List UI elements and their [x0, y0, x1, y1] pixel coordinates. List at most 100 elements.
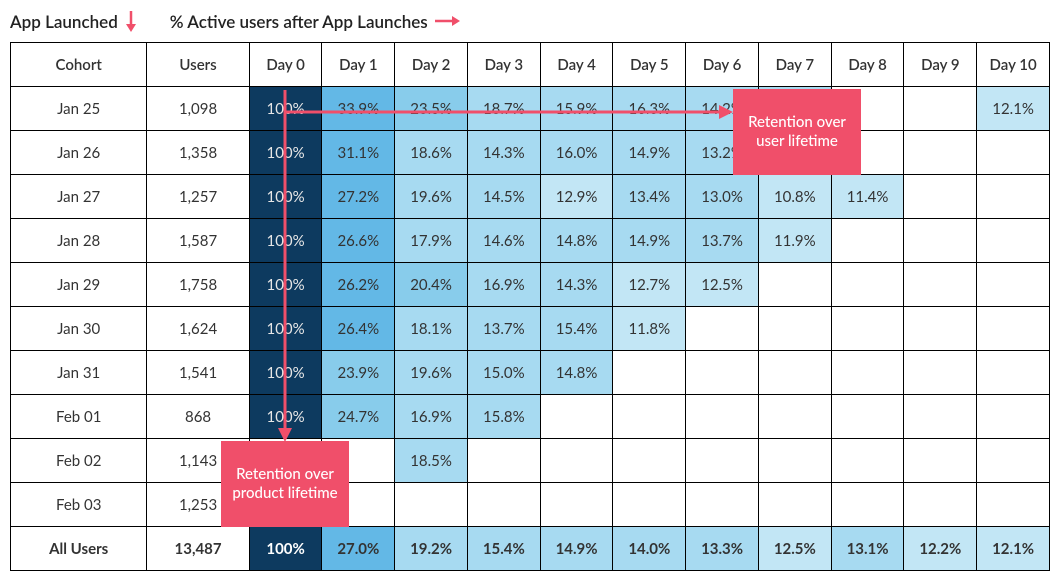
totals-day-cell: 27.0%	[322, 527, 395, 571]
day-cell: 13.7%	[686, 219, 759, 263]
callout-user-lifetime-text: Retention over user lifetime	[739, 113, 855, 151]
day-cell: 31.1%	[322, 131, 395, 175]
totals-day-cell: 14.0%	[613, 527, 686, 571]
day-cell	[904, 131, 977, 175]
col-day: Day 8	[831, 43, 904, 87]
day-cell	[977, 263, 1050, 307]
table-row: Feb 01868100%24.7%16.9%15.8%	[11, 395, 1050, 439]
table-row: Jan 311,541100%23.9%19.6%15.0%14.8%	[11, 351, 1050, 395]
day-cell: 20.4%	[395, 263, 468, 307]
users-cell: 1,758	[147, 263, 249, 307]
day-cell: 26.2%	[322, 263, 395, 307]
header-label-left: App Launched	[10, 11, 118, 32]
callout-user-lifetime: Retention over user lifetime	[733, 89, 861, 175]
day-cell	[395, 483, 468, 527]
day-cell: 15.9%	[540, 87, 613, 131]
table-row: Jan 251,098100%33.9%23.5%18.7%15.9%16.3%…	[11, 87, 1050, 131]
header-annotation: App Launched % Active users after App La…	[10, 10, 1050, 32]
totals-users: 13,487	[147, 527, 249, 571]
day-cell: 14.5%	[467, 175, 540, 219]
day-cell: 100%	[249, 307, 322, 351]
day-cell	[977, 175, 1050, 219]
table-row: Jan 261,358100%31.1%18.6%14.3%16.0%14.9%…	[11, 131, 1050, 175]
day-cell: 14.3%	[467, 131, 540, 175]
day-cell: 15.0%	[467, 351, 540, 395]
day-cell	[758, 307, 831, 351]
day-cell: 33.9%	[322, 87, 395, 131]
day-cell: 17.9%	[395, 219, 468, 263]
users-cell: 1,257	[147, 175, 249, 219]
day-cell	[540, 395, 613, 439]
totals-label: All Users	[11, 527, 147, 571]
day-cell: 100%	[249, 219, 322, 263]
col-day: Day 10	[977, 43, 1050, 87]
arrow-right-icon	[434, 14, 460, 28]
day-cell	[904, 175, 977, 219]
day-cell: 100%	[249, 87, 322, 131]
day-cell: 12.1%	[977, 87, 1050, 131]
callout-product-lifetime-text: Retention over product lifetime	[227, 465, 343, 503]
day-cell: 100%	[249, 131, 322, 175]
day-cell	[686, 483, 759, 527]
col-day: Day 7	[758, 43, 831, 87]
day-cell: 14.8%	[540, 219, 613, 263]
day-cell	[613, 483, 686, 527]
day-cell: 18.1%	[395, 307, 468, 351]
day-cell	[977, 219, 1050, 263]
day-cell: 11.9%	[758, 219, 831, 263]
day-cell	[758, 439, 831, 483]
day-cell: 16.0%	[540, 131, 613, 175]
header-row: Cohort Users Day 0 Day 1 Day 2 Day 3 Day…	[11, 43, 1050, 87]
day-cell	[613, 395, 686, 439]
totals-day-cell: 12.2%	[904, 527, 977, 571]
cohort-cell: Jan 31	[11, 351, 147, 395]
table-row: Feb 031,253	[11, 483, 1050, 527]
day-cell	[831, 395, 904, 439]
totals-day-cell: 13.3%	[686, 527, 759, 571]
cohort-cell: Jan 28	[11, 219, 147, 263]
day-cell: 15.4%	[540, 307, 613, 351]
totals-day-cell: 12.1%	[977, 527, 1050, 571]
day-cell	[686, 439, 759, 483]
day-cell	[831, 483, 904, 527]
day-cell: 13.4%	[613, 175, 686, 219]
cohort-cell: Jan 29	[11, 263, 147, 307]
day-cell: 12.5%	[686, 263, 759, 307]
table-row: Feb 021,14318.5%	[11, 439, 1050, 483]
col-day: Day 3	[467, 43, 540, 87]
day-cell: 18.6%	[395, 131, 468, 175]
cohort-cell: Feb 02	[11, 439, 147, 483]
totals-row: All Users13,487100%27.0%19.2%15.4%14.9%1…	[11, 527, 1050, 571]
col-cohort: Cohort	[11, 43, 147, 87]
day-cell: 11.8%	[613, 307, 686, 351]
day-cell	[904, 395, 977, 439]
day-cell	[613, 351, 686, 395]
day-cell	[540, 439, 613, 483]
totals-day-cell: 14.9%	[540, 527, 613, 571]
users-cell: 1,098	[147, 87, 249, 131]
day-cell: 26.4%	[322, 307, 395, 351]
day-cell	[613, 439, 686, 483]
day-cell	[540, 483, 613, 527]
cohort-cell: Feb 03	[11, 483, 147, 527]
arrow-down-icon	[124, 10, 138, 32]
day-cell	[904, 351, 977, 395]
day-cell	[831, 219, 904, 263]
users-cell: 868	[147, 395, 249, 439]
day-cell: 14.8%	[540, 351, 613, 395]
totals-day-cell: 12.5%	[758, 527, 831, 571]
cohort-cell: Jan 25	[11, 87, 147, 131]
day-cell	[904, 219, 977, 263]
day-cell: 27.2%	[322, 175, 395, 219]
day-cell: 11.4%	[831, 175, 904, 219]
table-row: Jan 271,257100%27.2%19.6%14.5%12.9%13.4%…	[11, 175, 1050, 219]
retention-table: Cohort Users Day 0 Day 1 Day 2 Day 3 Day…	[10, 42, 1050, 571]
day-cell	[977, 483, 1050, 527]
day-cell: 13.7%	[467, 307, 540, 351]
totals-day-cell: 13.1%	[831, 527, 904, 571]
day-cell	[686, 395, 759, 439]
day-cell: 15.8%	[467, 395, 540, 439]
totals-day-cell: 19.2%	[395, 527, 468, 571]
day-cell	[686, 307, 759, 351]
users-cell: 1,587	[147, 219, 249, 263]
